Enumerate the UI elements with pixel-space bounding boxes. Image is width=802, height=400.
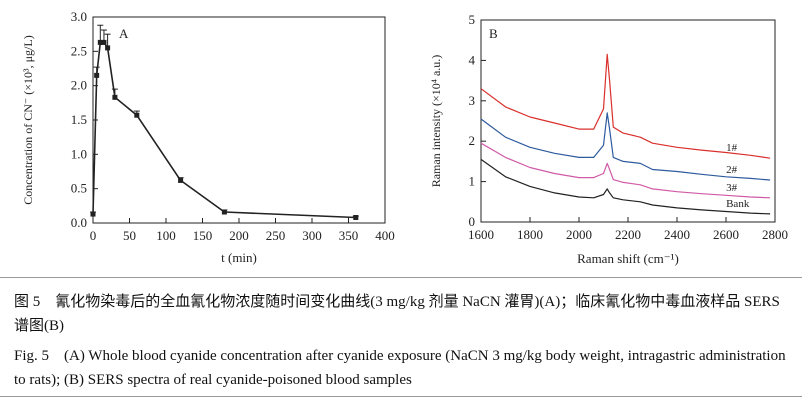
panel-a-data-point xyxy=(90,211,96,217)
panel-a-data-point xyxy=(112,94,118,100)
panel-a-label: A xyxy=(119,26,129,41)
caption-divider-bottom xyxy=(0,396,802,397)
panel-a-data-point xyxy=(94,72,100,78)
panel-b-y-tick-label: 0 xyxy=(469,214,476,229)
panel-a-x-tick-label: 0 xyxy=(90,228,97,243)
panel-b-x-tick-label: 2600 xyxy=(713,227,739,242)
figure-caption-english: Fig. 5 (A) Whole blood cyanide concentra… xyxy=(14,348,786,388)
panel-a-data-point xyxy=(353,215,359,221)
panel-a-x-tick-label: 100 xyxy=(156,228,176,243)
panel-a-data-point xyxy=(134,112,140,118)
panel-b-series-label: 3# xyxy=(726,182,738,194)
panel-b-y-tick-label: 1 xyxy=(469,174,476,189)
panel-a-x-tick-label: 250 xyxy=(266,228,286,243)
panel-b-series-line-1 xyxy=(480,53,771,159)
panel-a-y-tick-label: 1.0 xyxy=(71,146,87,161)
panel-a-x-tick-label: 350 xyxy=(339,228,359,243)
panel-b-x-tick-label: 2000 xyxy=(566,227,592,242)
panel-b-chart: B 1600 1800 2000 2200 2400 2600 2800 0 1 2 3 4 5 1# 2… xyxy=(429,12,788,266)
panel-a-plot-frame xyxy=(92,16,386,224)
panel-b-x-tick-label: 1800 xyxy=(517,227,543,242)
panel-b-series-line-3 xyxy=(480,142,771,199)
panel-a-y-tick-label: 3.0 xyxy=(71,9,87,24)
panel-a-y-tick-label: 1.5 xyxy=(71,112,87,127)
panel-a-y-tick-label: 0.0 xyxy=(71,215,87,230)
figure-caption-chinese: 图 5 氰化物染毒后的全血氰化物浓度随时间变化曲线(3 mg/kg 剂量 NaC… xyxy=(14,294,780,334)
panel-a-data-point xyxy=(221,209,227,215)
panel-a-y-tick-label: 2.5 xyxy=(71,43,87,58)
panel-a-data-point xyxy=(178,177,184,183)
panel-b-x-tick-label: 1600 xyxy=(468,227,494,242)
panel-a-x-tick-label: 400 xyxy=(375,228,395,243)
panel-a-data-point xyxy=(101,39,107,45)
panel-a-chart: A 0 50 100 150 200 250 300 350 400 0.0 0.5 1.0 1.5 2.… xyxy=(21,9,395,265)
caption-divider-top xyxy=(0,277,802,278)
panel-a-x-tick-label: 200 xyxy=(229,228,249,243)
panel-a-data-point xyxy=(97,39,103,45)
panel-b-y-tick-label: 4 xyxy=(469,52,476,67)
panel-b-y-tick-label: 3 xyxy=(469,93,476,108)
panel-b-label: B xyxy=(489,26,498,41)
panel-b-x-tick-label: 2200 xyxy=(615,227,641,242)
panel-b-x-tick-label: 2400 xyxy=(664,227,690,242)
panel-a-x-tick-label: 50 xyxy=(123,228,136,243)
panel-a-y-tick-label: 0.5 xyxy=(71,181,87,196)
panel-b-series-label: 1# xyxy=(726,142,738,154)
panel-a-data-point xyxy=(105,45,111,51)
panel-a-x-axis-label: t (min) xyxy=(221,250,257,265)
panel-a-y-axis-label: Concentration of CN⁻ (×10³, μg/L) xyxy=(21,35,35,204)
panel-a-series-line xyxy=(92,41,356,219)
panel-a-x-tick-label: 300 xyxy=(302,228,322,243)
panel-b-y-tick-label: 2 xyxy=(469,133,476,148)
panel-a-y-tick-label: 2.0 xyxy=(71,78,87,93)
panel-b-series-line-2 xyxy=(480,112,771,181)
panel-b-series-label: Bank xyxy=(726,198,750,210)
panel-a-x-tick-label: 150 xyxy=(193,228,213,243)
panel-b-series-line-bank xyxy=(480,158,771,215)
panel-b-x-axis-label: Raman shift (cm⁻¹) xyxy=(577,251,679,266)
panel-b-y-axis-label: Raman intensity (×10⁴ a.u.) xyxy=(429,55,443,188)
panel-b-series-label: 2# xyxy=(726,164,738,176)
panel-b-y-tick-label: 5 xyxy=(469,12,476,27)
panel-b-x-tick-label: 2800 xyxy=(762,227,788,242)
